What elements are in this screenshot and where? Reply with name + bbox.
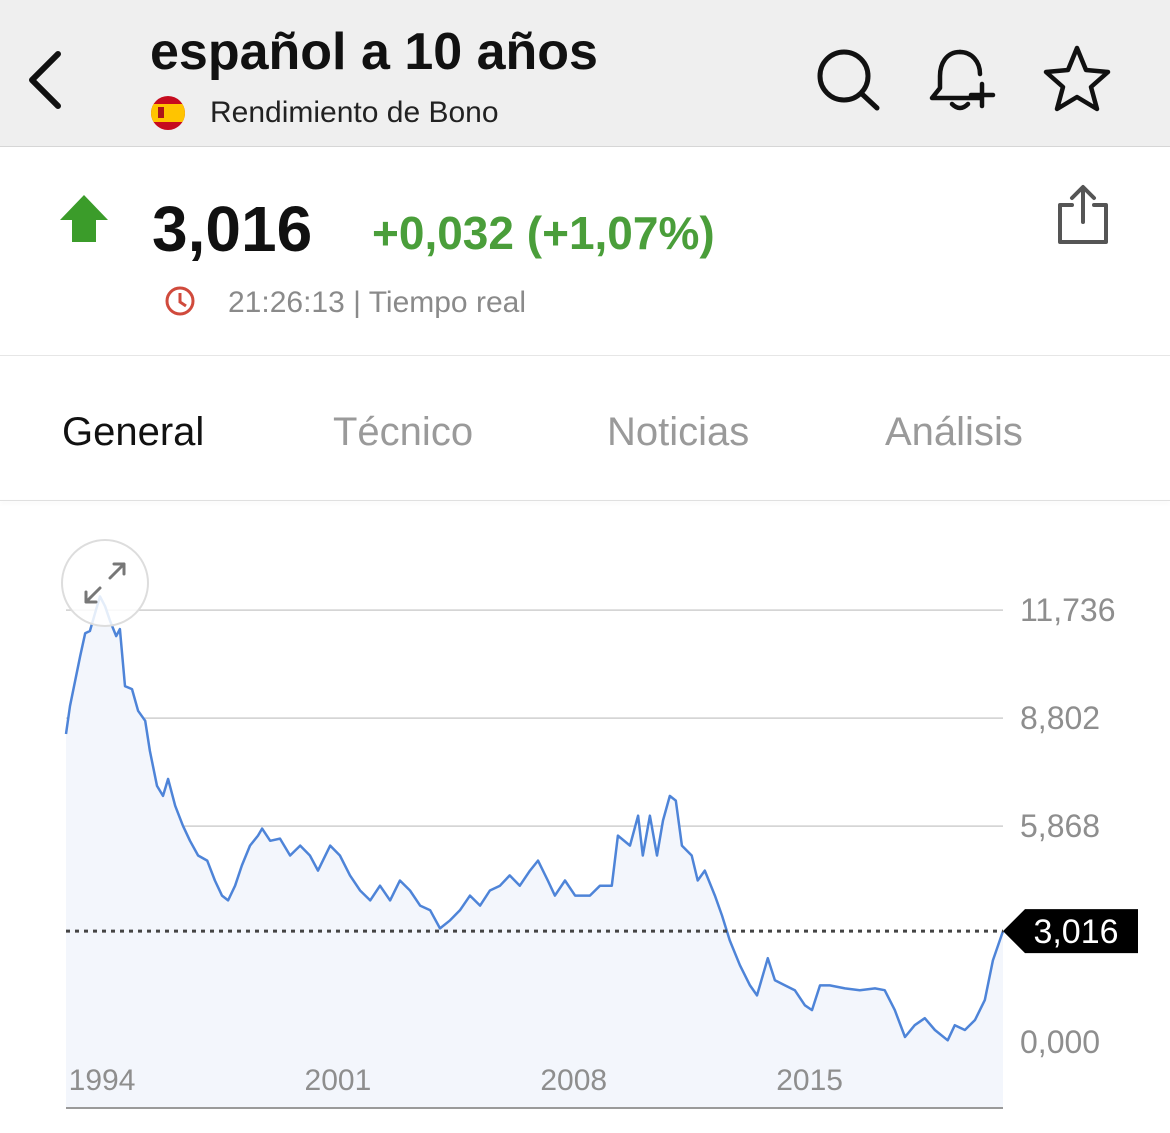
tab-bar-border [0,500,1170,501]
tab[interactable]: Análisis [885,410,1023,454]
alert-button[interactable] [929,49,996,111]
price: 3,016 [152,193,313,265]
x-tick-label: 2001 [305,1064,372,1097]
expand-circle [61,539,149,627]
timestamp: 21:26:13 | Tiempo real [228,286,526,319]
area [66,596,1003,1108]
search-button[interactable] [817,49,880,111]
chart: 0,000 5,868 8,802 11,736 1994 2001 2008 2015 3,0… [61,539,1138,1109]
x-tick-label: 2015 [776,1064,843,1097]
y-tick-label: 5,868 [1020,808,1100,844]
spain-flag [151,96,185,130]
favorite-button[interactable] [1043,45,1111,112]
current-value-label: 3,016 [1033,913,1118,951]
divider [0,355,1170,356]
expand-button[interactable] [61,539,149,627]
header-bar [0,0,1170,147]
share-button[interactable] [1058,185,1108,244]
tab[interactable]: Técnico [333,410,474,454]
price-change: +0,032 (+1,07%) [372,207,715,259]
tab[interactable]: Noticias [607,410,750,454]
clock-icon [165,286,195,316]
back-button[interactable] [29,51,61,109]
y-tick-label: 8,802 [1020,700,1100,736]
line [64,595,1005,1042]
current-value-tag [1003,909,1138,954]
subtitle: Rendimiento de Bono [210,96,499,129]
x-tick-label: 2008 [540,1064,607,1097]
y-tick-label: 0,000 [1020,1024,1100,1060]
icons [29,45,1111,316]
up-arrow [60,195,108,242]
title: español a 10 años [150,23,598,81]
tab[interactable]: General [62,410,205,454]
y-tick-label: 11,736 [1020,592,1116,628]
expand-icon [84,562,126,604]
x-tick-label: 1994 [69,1064,136,1097]
